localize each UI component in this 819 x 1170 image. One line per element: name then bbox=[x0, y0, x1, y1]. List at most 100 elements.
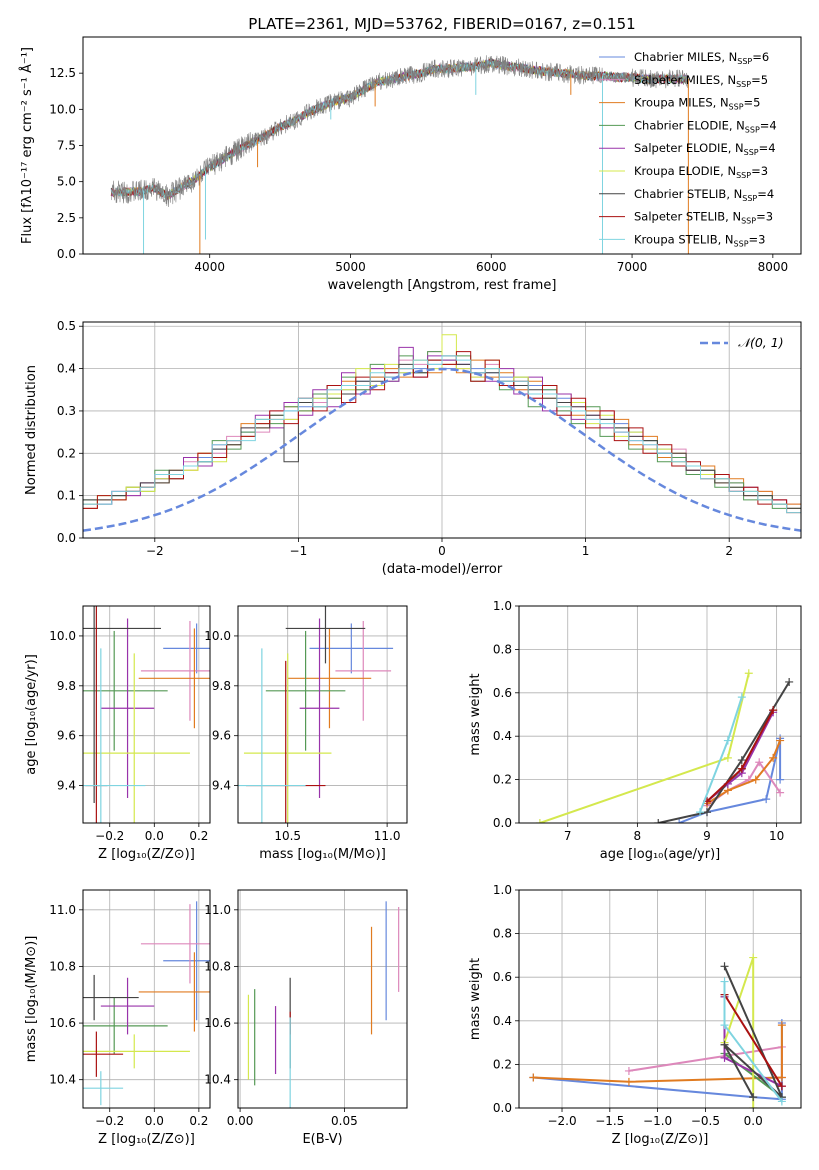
data-point bbox=[100, 618, 155, 799]
y-tick-label: 10.0 bbox=[204, 629, 231, 643]
x-tick-label: −0.2 bbox=[95, 829, 124, 843]
x-axis-label: wavelength [Angstrom, rest frame] bbox=[328, 278, 557, 293]
x-tick-label: 0.0 bbox=[744, 1114, 763, 1128]
mass-weight-marker bbox=[535, 819, 544, 823]
legend-entry: Kroupa ELODIE, NSSP=3 bbox=[634, 164, 768, 180]
mass-weight-marker bbox=[749, 1104, 758, 1108]
axes-frame bbox=[237, 889, 408, 1109]
x-tick-label: 0.00 bbox=[227, 1114, 254, 1128]
y-tick-label: 7.5 bbox=[57, 139, 76, 153]
x-axis-label: age [log₁₀(age/yr)] bbox=[600, 847, 721, 862]
y-tick-label: 9.4 bbox=[57, 779, 76, 793]
plot-area bbox=[535, 669, 794, 823]
x-tick-label: 4000 bbox=[194, 260, 225, 274]
mass-weight-marker bbox=[720, 1040, 729, 1049]
y-tick-label: 9.8 bbox=[57, 679, 76, 693]
data-point bbox=[287, 628, 372, 729]
data-point bbox=[83, 606, 161, 804]
mass-weight-marker bbox=[723, 736, 732, 745]
x-tick-label: 7 bbox=[564, 829, 572, 843]
y-axis-label: age [log₁₀(age/yr)] bbox=[24, 654, 39, 775]
x-tick-label: −1.0 bbox=[643, 1114, 672, 1128]
y-tick-label: 0.4 bbox=[493, 729, 512, 743]
legend-entry: Salpeter MILES, NSSP=5 bbox=[634, 73, 768, 89]
x-axis-label: Z [log₁₀(Z/Z⊙)] bbox=[98, 847, 195, 862]
age-vs-mass-axes: 10.5 11.0 9.4 9.6 9.8 10.0 mass [log₁₀(M/M⊙)] bbox=[204, 605, 408, 862]
massweight-vs-age-axes: 7 8 9 10 0.0 0.2 0.4 0.6 0.8 1.0 age [log₁₀(age/yr… bbox=[468, 599, 802, 862]
mass-weight-marker bbox=[777, 1082, 786, 1091]
y-tick-label: 9.6 bbox=[57, 729, 76, 743]
mass-weight-marker bbox=[737, 693, 746, 702]
data-point bbox=[238, 648, 306, 823]
data-point bbox=[83, 648, 146, 823]
plot-background bbox=[83, 606, 210, 823]
mass-weight-marker bbox=[720, 962, 729, 971]
y-tick-label: 0.3 bbox=[57, 404, 76, 418]
legend-entry: Chabrier MILES, NSSP=6 bbox=[634, 50, 769, 66]
data-point bbox=[265, 630, 346, 751]
y-tick-label: 10.4 bbox=[204, 1073, 231, 1087]
x-tick-label: 10 bbox=[769, 829, 784, 843]
x-tick-label: −0.2 bbox=[95, 1114, 124, 1128]
y-tick-label: 0.0 bbox=[57, 531, 76, 545]
spectrum-axes: PLATE=2361, MJD=53762, FIBERID=0167, z=0… bbox=[19, 15, 802, 293]
y-tick-label: 9.6 bbox=[212, 729, 231, 743]
mass-weight-marker bbox=[777, 1097, 786, 1106]
data-point bbox=[83, 974, 139, 1021]
y-tick-label: 11.0 bbox=[204, 903, 231, 917]
data-point bbox=[100, 977, 155, 1035]
legend-entry: 𝒩(0, 1) bbox=[738, 335, 784, 350]
gaussian-curve bbox=[83, 367, 801, 532]
y-tick-label: 2.5 bbox=[57, 211, 76, 225]
y-axis-label: mass weight bbox=[468, 673, 483, 755]
data-point bbox=[163, 901, 210, 1021]
data-point bbox=[299, 618, 340, 799]
y-axis-label: mass [log₁₀(M/M⊙)] bbox=[24, 936, 39, 1063]
x-tick-label: 2 bbox=[725, 544, 733, 558]
mass-vs-ebv-axes: 0.00 0.05 10.4 10.6 10.8 11.0 E(B-V) bbox=[204, 889, 408, 1147]
y-tick-label: 9.4 bbox=[212, 779, 231, 793]
mass-weight-marker bbox=[720, 1021, 729, 1030]
age-vs-z-axes: −0.2 0.0 0.2 9.4 9.6 9.8 10.0 Z [log₁₀(Z/Z⊙)] ag… bbox=[24, 605, 211, 862]
legend: Chabrier MILES, NSSP=6 Salpeter MILES, NS… bbox=[599, 50, 777, 248]
axes-frame bbox=[237, 605, 408, 824]
plot-background bbox=[83, 890, 210, 1108]
plot-area bbox=[529, 953, 786, 1108]
x-tick-label: 9 bbox=[703, 829, 711, 843]
mass-weight-marker bbox=[720, 1053, 729, 1062]
y-tick-label: 1.0 bbox=[493, 599, 512, 613]
data-point bbox=[285, 606, 366, 664]
x-axis-label: E(B-V) bbox=[302, 1132, 342, 1147]
mass-weight-marker bbox=[744, 669, 753, 678]
y-tick-label: 12.5 bbox=[49, 66, 76, 80]
y-tick-label: 10.0 bbox=[49, 629, 76, 643]
data-point bbox=[83, 653, 190, 823]
y-tick-label: 0.2 bbox=[493, 1057, 512, 1071]
x-tick-label: 5000 bbox=[335, 260, 366, 274]
y-tick-label: 9.8 bbox=[212, 679, 231, 693]
x-tick-label: 0.2 bbox=[189, 829, 208, 843]
plot-background bbox=[238, 606, 407, 823]
mass-weight-marker bbox=[777, 1073, 786, 1082]
legend-entry: Chabrier STELIB, NSSP=4 bbox=[634, 187, 774, 203]
mass-weight-marker bbox=[703, 808, 711, 817]
x-tick-label: 8 bbox=[634, 829, 642, 843]
y-tick-label: 0.0 bbox=[493, 1101, 512, 1115]
mass-weight-marker bbox=[749, 953, 758, 962]
y-tick-label: 5.0 bbox=[57, 175, 76, 189]
mass-weight-marker bbox=[776, 736, 785, 745]
legend-entry: Salpeter ELODIE, NSSP=4 bbox=[634, 141, 776, 157]
plot-area bbox=[83, 901, 210, 1106]
mass-weight-marker bbox=[749, 1093, 758, 1102]
mass-weight-marker bbox=[776, 788, 785, 797]
mass-weight-marker bbox=[785, 677, 794, 686]
legend-entry: Kroupa MILES, NSSP=5 bbox=[634, 96, 760, 112]
x-tick-label: 7000 bbox=[617, 260, 648, 274]
histogram-series bbox=[83, 355, 801, 514]
y-tick-label: 0.5 bbox=[57, 319, 76, 333]
x-axis-label: Z [log₁₀(Z/Z⊙)] bbox=[98, 1132, 195, 1147]
y-tick-label: 10.8 bbox=[49, 959, 76, 973]
x-tick-label: −0.5 bbox=[691, 1114, 720, 1128]
legend-entry: Salpeter STELIB, NSSP=3 bbox=[634, 210, 773, 226]
x-tick-label: 0.0 bbox=[145, 1114, 164, 1128]
